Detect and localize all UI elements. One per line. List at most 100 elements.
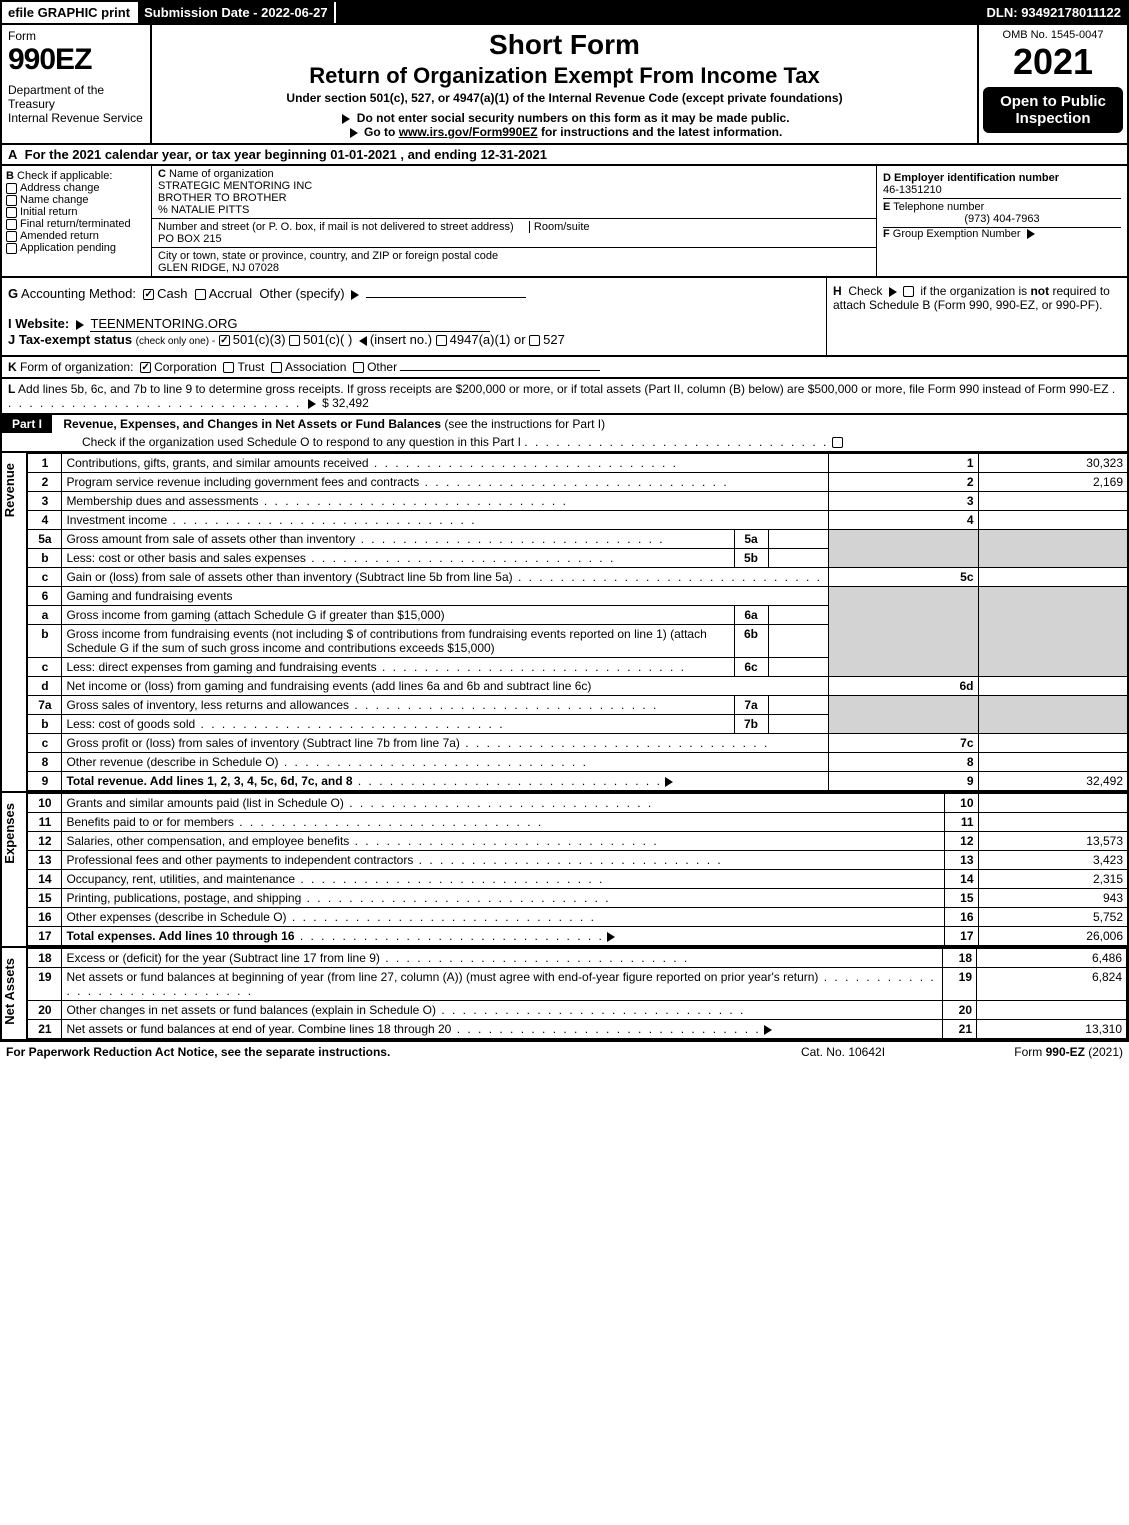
form-right: OMB No. 1545-0047 2021 Open to Public In… [977,25,1127,143]
chk-assoc[interactable] [271,362,282,373]
chk-4947[interactable] [436,335,447,346]
line-k: K Form of organization: Corporation Trus… [0,357,1129,379]
street-row: Number and street (or P. O. box, if mail… [152,219,876,248]
care-of: % NATALIE PITTS [158,204,249,216]
col-c: C Name of organization STRATEGIC MENTORI… [152,166,877,276]
other-specify-input[interactable] [366,297,526,298]
val-16: 5,752 [978,908,1128,927]
arrow-icon [607,932,615,942]
form-ref: Form 990-EZ (2021) [943,1045,1123,1059]
line-h: H Check if the organization is not requi… [827,278,1127,355]
part-i-header: Part I Revenue, Expenses, and Changes in… [0,415,1129,453]
val-21: 13,310 [977,1020,1127,1039]
website[interactable]: TEENMENTORING.ORG [90,316,490,332]
val-1: 30,323 [978,454,1128,473]
org-name1: STRATEGIC MENTORING INC [158,180,312,192]
arrow-icon [350,128,358,138]
page-footer: For Paperwork Reduction Act Notice, see … [0,1041,1129,1062]
chk-501c3[interactable] [219,335,230,346]
val-19: 6,824 [977,968,1127,1001]
expenses-section: Expenses 10Grants and similar amounts pa… [0,793,1129,948]
chk-amended[interactable] [6,231,17,242]
spacer [336,2,981,23]
chk-address[interactable] [6,183,17,194]
revenue-table: 1Contributions, gifts, grants, and simil… [27,453,1129,791]
note-ssn: Do not enter social security numbers on … [158,111,971,125]
open-inspection: Open to Public Inspection [983,87,1123,133]
col-b: B Check if applicable: Address change Na… [2,166,152,276]
arrow-icon [342,114,350,124]
chk-accrual[interactable] [195,289,206,300]
expenses-table: 10Grants and similar amounts paid (list … [27,793,1129,946]
tax-year: 2021 [983,41,1123,83]
arrow-icon [76,320,84,330]
city: GLEN RIDGE, NJ 07028 [158,262,279,274]
department: Department of the Treasury Internal Reve… [8,83,144,125]
city-row: City or town, state or province, country… [152,248,876,276]
form-left: Form 990EZ Department of the Treasury In… [2,25,152,143]
street: PO BOX 215 [158,233,222,245]
telephone: (973) 404-7963 [883,213,1121,225]
chk-501c[interactable] [289,335,300,346]
arrow-icon [351,290,359,300]
netassets-section: Net Assets 18Excess or (deficit) for the… [0,948,1129,1041]
val-4 [978,511,1128,530]
arrow-left-icon [359,336,367,346]
gh-row: G Accounting Method: Cash Accrual Other … [0,278,1129,357]
ein: 46-1351210 [883,184,942,196]
arrow-icon [308,399,316,409]
side-netassets: Net Assets [2,948,27,1039]
line-g: G Accounting Method: Cash Accrual Other … [2,278,827,355]
top-bar: efile GRAPHIC print Submission Date - 20… [0,0,1129,25]
part-label: Part I [2,415,52,433]
group-row: F Group Exemption Number [883,228,1121,240]
val-12: 13,573 [978,832,1128,851]
form-header: Form 990EZ Department of the Treasury In… [0,25,1129,145]
omb: OMB No. 1545-0047 [983,29,1123,41]
arrow-icon [889,287,897,297]
part-i-check: Check if the organization used Schedule … [2,433,1127,451]
chk-pending[interactable] [6,243,17,254]
form-word: Form [8,29,144,43]
col-def: D Employer identification number 46-1351… [877,166,1127,276]
title-return: Return of Organization Exempt From Incom… [158,63,971,89]
tel-row: E Telephone number (973) 404-7963 [883,199,1121,228]
form-number: 990EZ [8,43,144,77]
chk-527[interactable] [529,335,540,346]
val-15: 943 [978,889,1128,908]
arrow-icon [665,777,673,787]
subtitle: Under section 501(c), 527, or 4947(a)(1)… [158,91,971,105]
val-2: 2,169 [978,473,1128,492]
chk-final[interactable] [6,219,17,230]
chk-trust[interactable] [223,362,234,373]
chk-h[interactable] [903,286,914,297]
arrow-icon [764,1025,772,1035]
side-expenses: Expenses [2,793,27,946]
arrow-icon [1027,229,1035,239]
line-l: L Add lines 5b, 6c, and 7b to line 9 to … [0,379,1129,415]
val-17: 26,006 [978,927,1128,946]
val-14: 2,315 [978,870,1128,889]
val-3 [978,492,1128,511]
gross-receipts: $ 32,492 [322,396,369,410]
submission-date: Submission Date - 2022-06-27 [138,2,336,23]
entity-grid: B Check if applicable: Address change Na… [0,166,1129,278]
chk-name[interactable] [6,195,17,206]
val-18: 6,486 [977,949,1127,968]
side-revenue: Revenue [2,453,27,791]
val-9: 32,492 [978,772,1128,791]
chk-schedO[interactable] [832,437,843,448]
chk-other[interactable] [353,362,364,373]
org-name2: BROTHER TO BROTHER [158,192,287,204]
chk-corp[interactable] [140,362,151,373]
note-goto: Go to www.irs.gov/Form990EZ for instruct… [158,125,971,139]
netassets-table: 18Excess or (deficit) for the year (Subt… [27,948,1127,1039]
chk-cash[interactable] [143,289,154,300]
irs-link[interactable]: www.irs.gov/Form990EZ [399,125,538,139]
other-org-input[interactable] [400,370,600,371]
line-a: A For the 2021 calendar year, or tax yea… [0,145,1129,166]
form-title-block: Short Form Return of Organization Exempt… [152,25,977,143]
revenue-section: Revenue 1Contributions, gifts, grants, a… [0,453,1129,793]
efile-print[interactable]: efile GRAPHIC print [2,2,138,23]
chk-initial[interactable] [6,207,17,218]
